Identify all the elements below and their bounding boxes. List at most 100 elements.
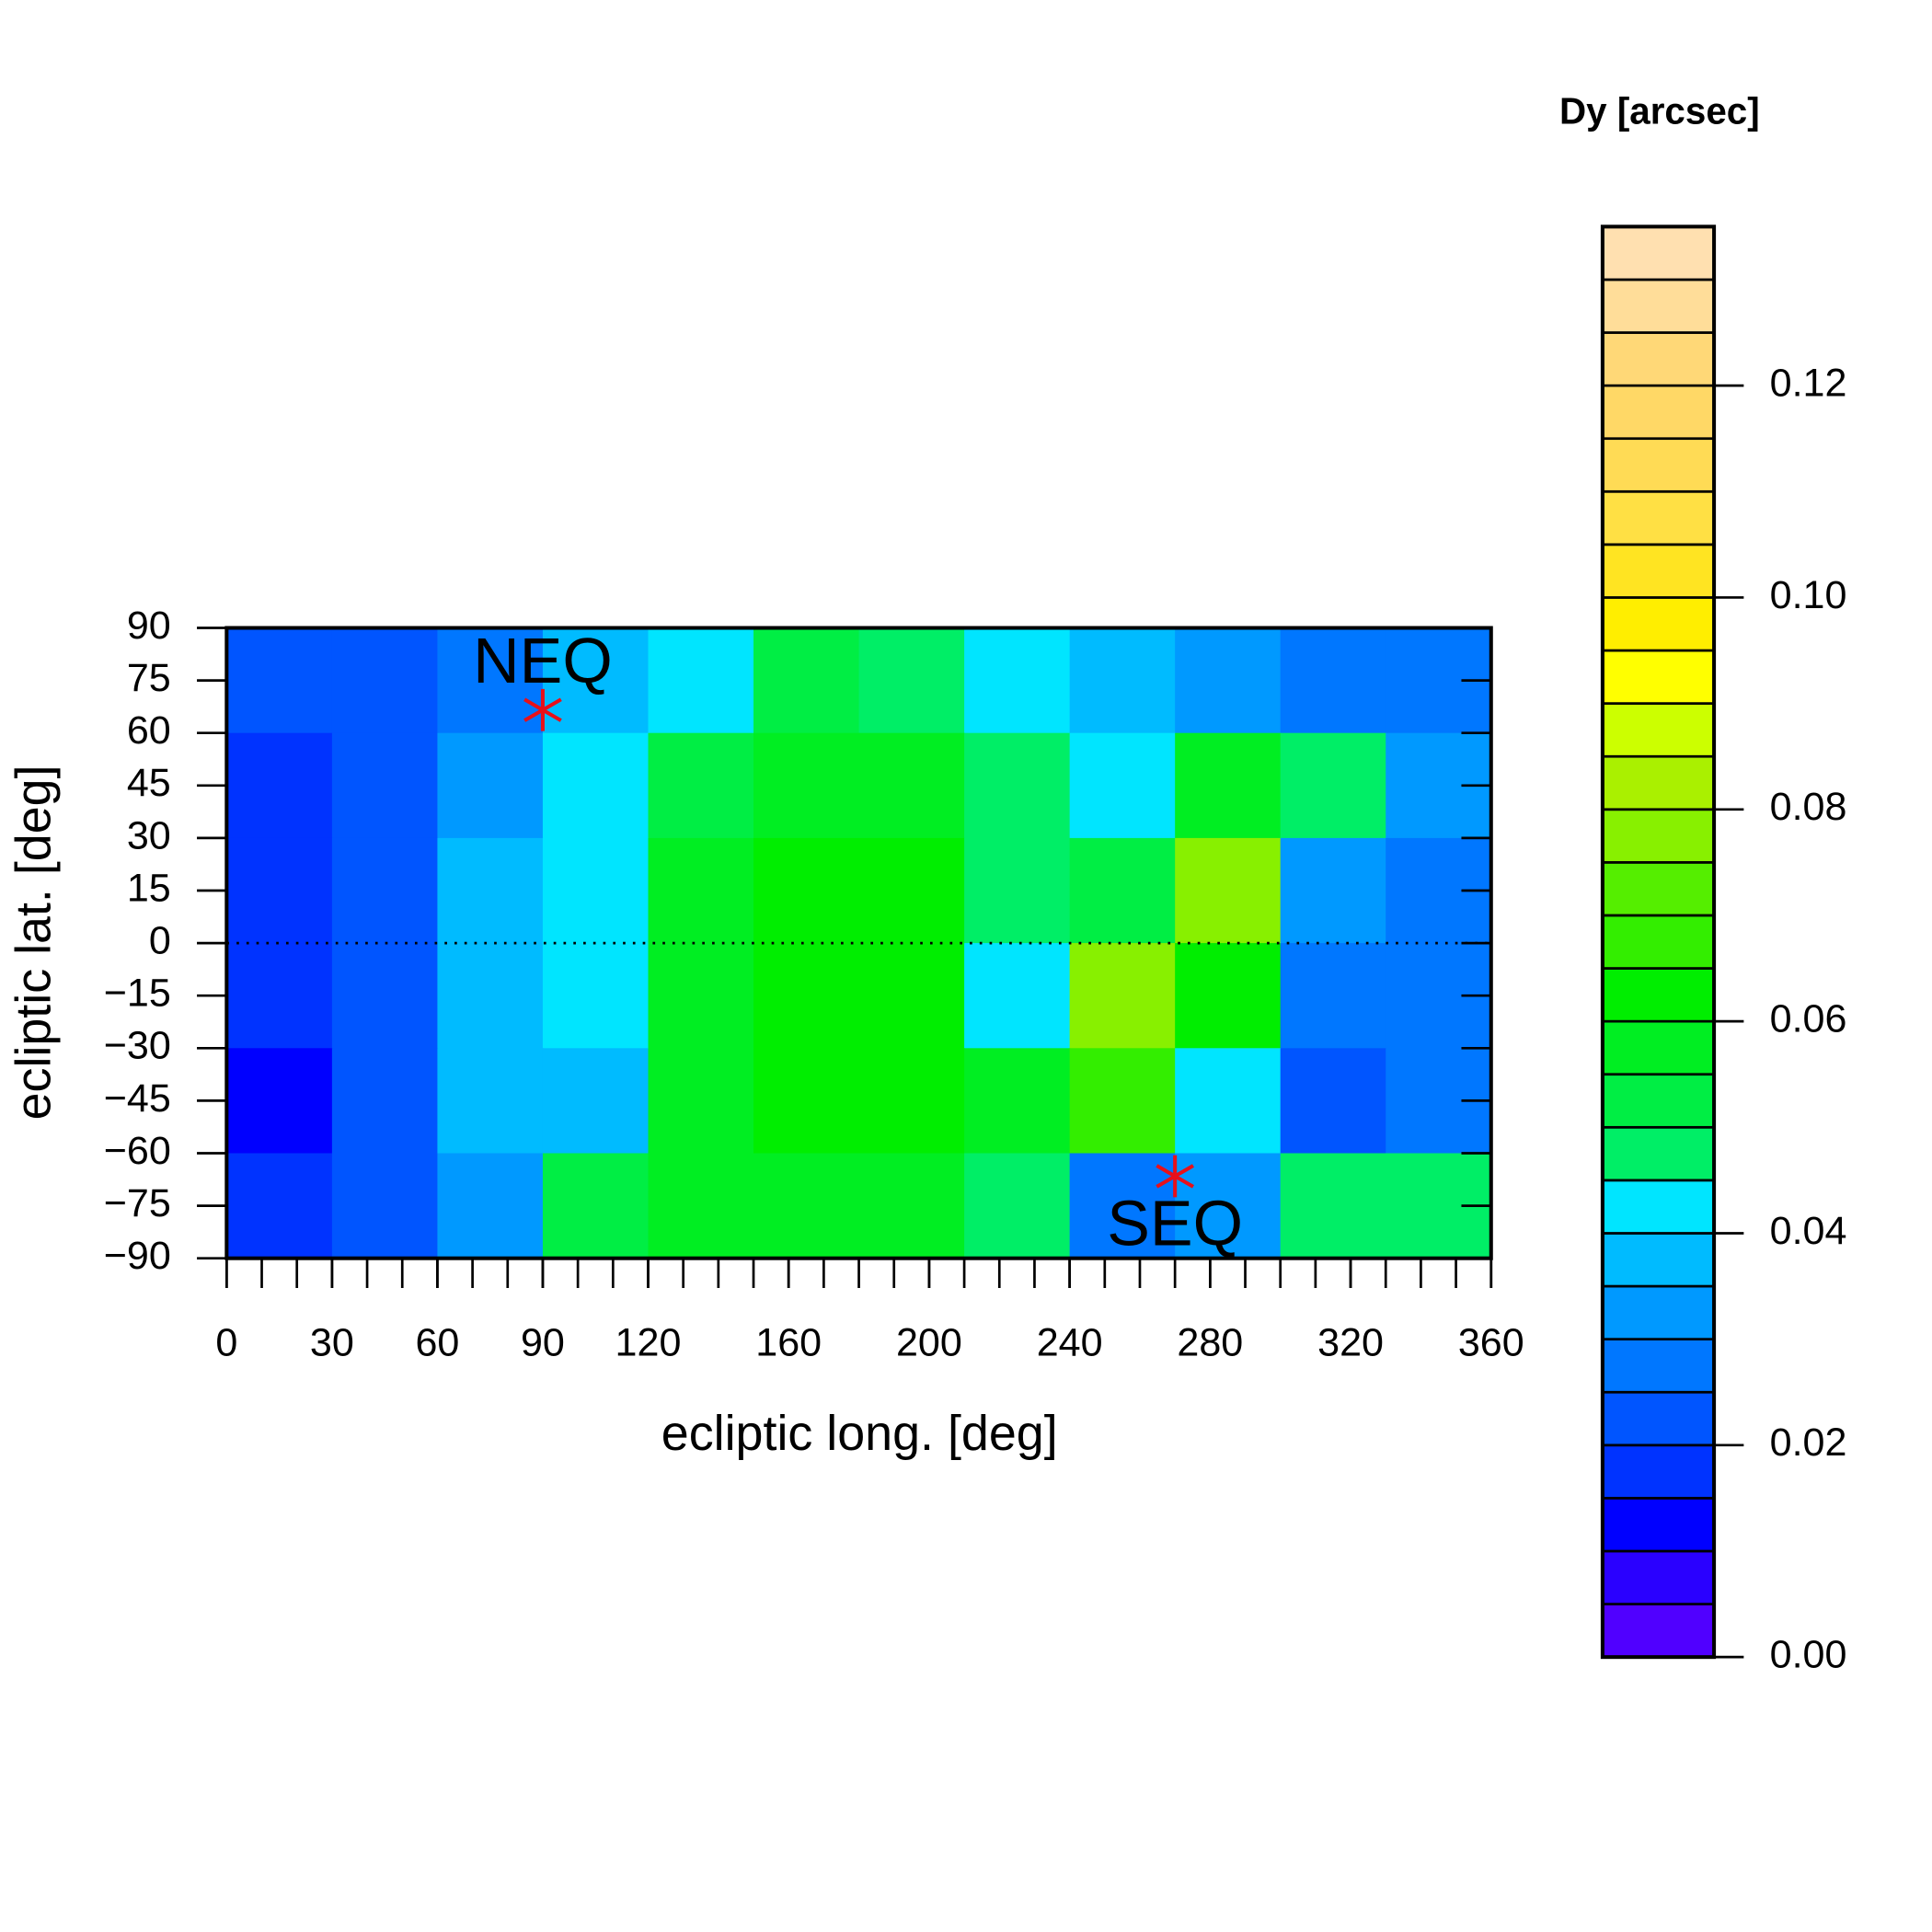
x-tick-label: 280 — [1177, 1320, 1243, 1364]
contour-cell — [858, 837, 965, 944]
contour-cell — [964, 943, 1071, 1049]
y-tick-label: −15 — [104, 972, 171, 1016]
contour-cell — [858, 627, 965, 734]
colorbar-band — [1601, 1179, 1716, 1235]
colorbar-tick-label: 0.10 — [1770, 573, 1847, 617]
contour-cell — [1069, 1048, 1176, 1155]
colorbar-tick-label: 0.00 — [1770, 1633, 1847, 1677]
y-axis-label: ecliptic lat. [deg] — [6, 765, 62, 1120]
contour-cell — [753, 627, 860, 734]
colorbar-band — [1601, 596, 1716, 652]
contour-cell — [1175, 627, 1282, 734]
colorbar-tick-label: 0.04 — [1770, 1209, 1847, 1253]
contour-cell — [1175, 732, 1282, 839]
contour-cell — [331, 627, 439, 734]
colorbar-band — [1601, 1019, 1716, 1076]
colorbar-band — [1601, 278, 1716, 334]
contour-cell — [753, 837, 860, 944]
colorbar-band — [1601, 861, 1716, 917]
x-axis-label: ecliptic long. [deg] — [661, 1406, 1058, 1461]
annotation-marker — [1156, 1164, 1194, 1189]
y-tick-label: 75 — [127, 656, 171, 700]
contour-cell — [1069, 627, 1176, 734]
contour-cell — [226, 627, 333, 734]
contour-cell — [964, 1048, 1071, 1155]
colorbar-tick-label: 0.08 — [1770, 785, 1847, 829]
contour-cell — [1175, 943, 1282, 1049]
contour-cell — [753, 943, 860, 1049]
colorbar-band — [1601, 1497, 1716, 1553]
contour-cell — [1280, 1153, 1386, 1259]
contour-cell — [437, 732, 544, 839]
colorbar-band — [1601, 384, 1716, 441]
y-tick-label: −75 — [104, 1181, 171, 1225]
colorbar-band — [1601, 1125, 1716, 1182]
colorbar-band — [1601, 1284, 1716, 1340]
x-tick-label: 160 — [755, 1320, 822, 1364]
contour-cell — [437, 627, 544, 734]
contour-cell — [437, 1153, 544, 1259]
contour-cell — [1280, 943, 1386, 1049]
contour-cell — [437, 837, 544, 944]
colorbar-band — [1601, 754, 1716, 811]
x-tick-label: 60 — [415, 1320, 459, 1364]
annotation-marker — [523, 697, 562, 722]
contour-cell — [331, 1153, 439, 1259]
y-tick-label: 30 — [127, 813, 171, 857]
colorbar-band — [1601, 914, 1716, 970]
contour-cell — [648, 837, 754, 944]
colorbar-band — [1601, 808, 1716, 864]
y-tick-label: 15 — [127, 866, 171, 910]
contour-cell — [226, 732, 333, 839]
contour-cell — [1280, 1048, 1386, 1155]
contour-cell — [1069, 943, 1176, 1049]
colorbar-band — [1601, 543, 1716, 599]
x-tick-label: 320 — [1317, 1320, 1384, 1364]
colorbar-tick-label: 0.12 — [1770, 361, 1847, 405]
contour-cell — [648, 943, 754, 1049]
colorbar-band — [1601, 225, 1716, 282]
contour-cell — [226, 1048, 333, 1155]
colorbar-band — [1601, 702, 1716, 758]
colorbar-tick-label: 0.02 — [1770, 1420, 1847, 1465]
contour-cell — [964, 732, 1071, 839]
contour-cell — [542, 943, 650, 1049]
colorbar-tick-label: 0.06 — [1770, 997, 1847, 1041]
contour-cell — [331, 1048, 439, 1155]
contour-cell — [648, 1048, 754, 1155]
contour-cell — [753, 732, 860, 839]
colorbar-band — [1601, 1232, 1716, 1288]
colorbar-band — [1601, 1603, 1716, 1659]
contour-cell — [648, 732, 754, 839]
colorbar-frame — [1600, 224, 1717, 1660]
contour-cell — [437, 943, 544, 1049]
contour-cell — [753, 1048, 860, 1155]
x-tick-label: 240 — [1037, 1320, 1103, 1364]
contour-cell — [964, 1153, 1071, 1259]
contour-cell — [331, 732, 439, 839]
contour-cell — [753, 1153, 860, 1259]
contour-cell — [226, 943, 333, 1049]
annotation-label: SEQ — [1107, 1187, 1243, 1259]
x-tick-label: 0 — [215, 1320, 237, 1364]
contour-cell — [1280, 627, 1386, 734]
x-tick-label: 120 — [615, 1320, 682, 1364]
contour-cell — [858, 732, 965, 839]
contour-cell — [858, 943, 965, 1049]
contour-cell — [1280, 732, 1386, 839]
colorbar-band — [1601, 649, 1716, 705]
colorbar-band — [1601, 437, 1716, 493]
y-tick-label: 60 — [127, 708, 171, 753]
contour-cell — [1069, 837, 1176, 944]
x-tick-label: 200 — [896, 1320, 962, 1364]
x-tick-label: 30 — [310, 1320, 354, 1364]
contour-cell — [964, 627, 1071, 734]
contour-cell — [542, 1048, 650, 1155]
contour-cell — [331, 943, 439, 1049]
contour-cell — [648, 627, 754, 734]
contour-cell — [226, 837, 333, 944]
y-tick-label: 45 — [127, 761, 171, 805]
y-tick-label: −45 — [104, 1076, 171, 1121]
